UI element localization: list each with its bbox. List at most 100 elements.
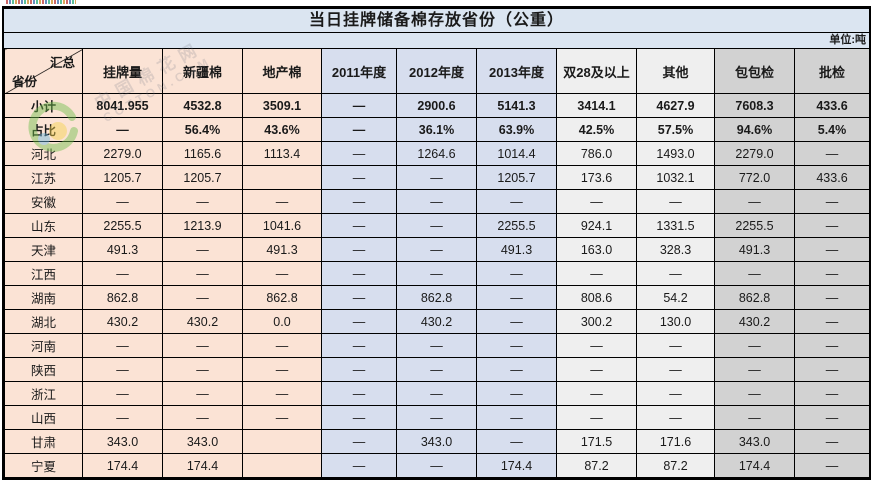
column-header-8: 其他 [636,48,715,94]
cell: — [714,357,795,382]
cell: 433.6 [794,165,870,190]
cell: — [321,357,397,382]
cell: — [794,429,870,454]
cell: — [636,405,715,430]
cell: — [556,333,637,358]
cell: 491.3 [82,237,163,262]
cell: — [476,189,557,214]
cell: 2279.0 [82,141,163,166]
cell: — [794,381,870,406]
cell: 1041.6 [242,213,322,238]
cell: — [162,333,243,358]
cell: — [556,405,637,430]
cell: — [556,189,637,214]
cell: 174.4 [714,453,795,478]
cell: 491.3 [242,237,322,262]
cell: — [556,261,637,286]
cell: — [714,381,795,406]
cell: — [714,333,795,358]
cell: — [82,117,163,142]
cell: 491.3 [476,237,557,262]
cell: — [794,453,870,478]
cell: 1205.7 [162,165,243,190]
cell: — [82,381,163,406]
cell: 4532.8 [162,93,243,118]
unit-label: 单位:吨 [4,33,869,48]
cell: — [556,381,637,406]
cell: — [82,261,163,286]
cell: — [714,261,795,286]
table-row: 湖南 862.8—862.8—862.8—808.6 54.2 862.8— [4,285,870,310]
cell: 7608.3 [714,93,795,118]
cell: — [794,141,870,166]
cell: 0.0 [242,309,322,334]
cell: 173.6 [556,165,637,190]
cell: 36.1% [396,117,477,142]
column-header-10: 批检 [794,48,870,94]
row-label: 山西 [4,405,83,430]
cell: — [396,189,477,214]
cell: 171.6 [636,429,715,454]
cell: — [476,357,557,382]
cell: 3509.1 [242,93,322,118]
cell [242,165,322,190]
cell: 862.8 [82,285,163,310]
cell: 43.6% [242,117,322,142]
cell: — [476,381,557,406]
cell: — [321,453,397,478]
cell: 171.5 [556,429,637,454]
table-row: 陕西 — — — — — — — — — — [4,357,870,382]
cell: 87.2 [636,453,715,478]
data-table: 汇总 省份 挂牌量 新疆棉 地产棉 2011年度 2012年度 2013年度 双28及以上其… [4,48,870,478]
cell: 54.2 [636,285,715,310]
cell: — [396,405,477,430]
header-row: 汇总 省份 挂牌量 新疆棉 地产棉 2011年度 2012年度 2013年度 双28及以上其… [4,48,870,94]
table-row: 河北 2279.0 1165.6 1113.4—1264.6 1014.4 786.0 14… [4,141,870,166]
cell: 343.0 [714,429,795,454]
cell: — [636,189,715,214]
cell: — [396,333,477,358]
cell: — [321,165,397,190]
table-row: 占比 —56.4% 43.6% —36.1% 63.9% 42.5% 57.5% 94.6% 5… [4,117,870,142]
cell: — [162,405,243,430]
column-header-2: 新疆棉 [162,48,243,94]
cell: 63.9% [476,117,557,142]
row-label: 江西 [4,261,83,286]
cell: — [162,357,243,382]
cell [242,453,322,478]
cell: — [321,117,397,142]
cell: — [794,189,870,214]
cell: 491.3 [714,237,795,262]
cell: — [794,405,870,430]
cell: 1493.0 [636,141,715,166]
cell: 163.0 [556,237,637,262]
column-header-6: 2013年度 [476,48,557,94]
cell: 430.2 [162,309,243,334]
table-row: 宁夏 174.4 174.4— —174.4 87.2 87.2 174.4— [4,453,870,478]
cell: — [162,285,243,310]
cell: — [476,429,557,454]
cell: 1331.5 [636,213,715,238]
cell: — [476,309,557,334]
cell: 174.4 [162,453,243,478]
cell: — [162,189,243,214]
cell: 87.2 [556,453,637,478]
corner-label-bottom: 省份 [12,75,38,89]
cell: 808.6 [556,285,637,310]
cell: 862.8 [396,285,477,310]
cell: — [321,261,397,286]
column-header-3: 地产棉 [242,48,322,94]
cell: — [321,285,397,310]
cell: 1213.9 [162,213,243,238]
cell: — [476,261,557,286]
cell: 56.4% [162,117,243,142]
report-sheet: 当日挂牌储备棉存放省份（公重） 单位:吨 汇总 省份 挂牌量 新疆棉 地产棉 2011… [2,6,871,480]
cell: 343.0 [82,429,163,454]
cell: 5141.3 [476,93,557,118]
row-label: 甘肃 [4,429,83,454]
cell: 5.4% [794,117,870,142]
cell: — [794,261,870,286]
cell: — [242,381,322,406]
table-row: 天津 491.3—491.3— —491.3 163.0 328.3 491.3— [4,237,870,262]
